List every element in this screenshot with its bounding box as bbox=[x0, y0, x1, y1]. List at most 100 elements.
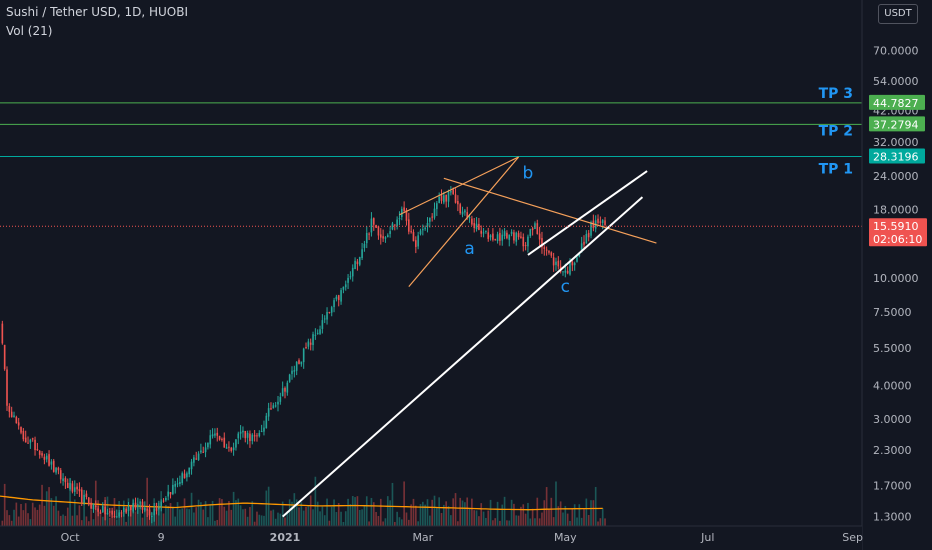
candle-body bbox=[104, 506, 106, 515]
volume-bar bbox=[590, 500, 592, 526]
candle-body bbox=[569, 261, 571, 275]
time-axis: Oct 9 2021 Mar May Jul Sep bbox=[0, 525, 863, 550]
candle-body bbox=[503, 231, 506, 237]
candle-body bbox=[132, 503, 134, 512]
volume-bar bbox=[305, 506, 307, 526]
chart-title: Sushi / Tether USD, 1D, HUOBI bbox=[6, 5, 188, 19]
volume-bar bbox=[386, 496, 389, 526]
current-price-tag-value: 15.5910 bbox=[873, 220, 919, 233]
price-tick-label: 1.7000 bbox=[873, 479, 912, 492]
volume-bar bbox=[181, 508, 184, 526]
volume-bar bbox=[314, 476, 317, 526]
volume-indicator-label[interactable]: Vol (21) bbox=[6, 24, 53, 38]
volume-bar bbox=[291, 501, 293, 526]
volume-bar bbox=[566, 513, 569, 526]
candle-body bbox=[55, 467, 57, 473]
candle-body bbox=[515, 232, 518, 242]
volume-bar bbox=[398, 517, 401, 526]
volume-bar bbox=[501, 504, 504, 526]
volume-bar bbox=[146, 477, 148, 526]
volume-bar bbox=[534, 518, 536, 526]
volume-bar bbox=[99, 511, 102, 526]
time-tick-label: 2021 bbox=[270, 531, 301, 544]
candle-body bbox=[108, 511, 111, 513]
level-price-tag-label: 37.2794 bbox=[873, 118, 919, 131]
candle-body bbox=[3, 344, 6, 370]
volume-bar bbox=[487, 510, 490, 526]
volume-bar bbox=[594, 486, 597, 526]
candle-body bbox=[76, 486, 78, 490]
volume-bar bbox=[214, 520, 216, 526]
volume-bar bbox=[309, 495, 312, 526]
candle-body bbox=[508, 234, 511, 240]
candle-body bbox=[492, 233, 494, 240]
candle-body bbox=[15, 417, 18, 424]
volume-bar bbox=[356, 496, 359, 526]
candle-body bbox=[73, 487, 76, 492]
candle-body bbox=[186, 473, 188, 478]
candle-body bbox=[10, 411, 13, 418]
candle-body bbox=[552, 257, 555, 266]
volume-bar bbox=[457, 521, 459, 526]
volume-bar bbox=[101, 516, 104, 526]
candle-body bbox=[253, 435, 256, 437]
volume-bar bbox=[569, 520, 571, 526]
candle-body bbox=[604, 220, 606, 226]
volume-bar bbox=[473, 510, 476, 526]
candle-body bbox=[573, 263, 576, 266]
candle-body bbox=[580, 243, 583, 253]
candle-body bbox=[443, 195, 445, 203]
candle-body bbox=[358, 256, 361, 265]
trendline-orange-channel bbox=[408, 156, 520, 288]
candle-body bbox=[510, 231, 513, 234]
volume-bar bbox=[370, 497, 373, 526]
candle-body bbox=[461, 211, 464, 215]
candle-body bbox=[351, 267, 354, 277]
volume-bar bbox=[555, 481, 557, 526]
volume-bar bbox=[251, 501, 254, 526]
currency-button[interactable]: USDT bbox=[878, 4, 918, 24]
volume-bar bbox=[429, 515, 431, 526]
horizontal-levels bbox=[0, 102, 862, 157]
candle-body bbox=[295, 361, 298, 371]
candle-body bbox=[29, 439, 32, 443]
volume-bar bbox=[232, 491, 235, 526]
candle-body bbox=[566, 270, 569, 274]
time-tick-label: Mar bbox=[412, 531, 433, 544]
volume-bar bbox=[461, 500, 464, 526]
candle-body bbox=[200, 450, 202, 453]
trendline-orange-resistance bbox=[443, 177, 657, 244]
candle-body bbox=[90, 502, 92, 509]
candle-body bbox=[260, 431, 263, 433]
volume-bar bbox=[571, 508, 574, 526]
volume-bar bbox=[531, 508, 534, 526]
candle-body bbox=[277, 401, 279, 405]
candle-body bbox=[43, 456, 46, 460]
volume-bar bbox=[482, 511, 485, 526]
candle-body bbox=[403, 207, 405, 212]
candle-body bbox=[583, 241, 585, 245]
volume-bar bbox=[41, 484, 43, 526]
volume-bar bbox=[550, 497, 553, 526]
candle-body bbox=[550, 252, 553, 256]
price-tick-label: 7.5000 bbox=[873, 306, 912, 319]
volume-bar bbox=[417, 521, 419, 526]
volume-bar bbox=[478, 516, 480, 526]
tp-label: TP 2 bbox=[819, 123, 853, 139]
candle-body bbox=[499, 232, 501, 241]
volume-bar bbox=[522, 504, 525, 526]
volume-bar bbox=[475, 510, 478, 526]
candle-body bbox=[87, 497, 90, 505]
candle-body bbox=[597, 218, 599, 223]
volume-bar bbox=[382, 521, 384, 526]
volume-bar bbox=[27, 513, 29, 526]
volume-bar bbox=[433, 495, 436, 526]
volume-bar bbox=[174, 516, 177, 526]
candle-body bbox=[160, 501, 163, 507]
candle-body bbox=[422, 229, 424, 231]
volume-bar bbox=[471, 498, 473, 526]
candle-body bbox=[137, 504, 139, 508]
tp-label: TP 1 bbox=[819, 161, 853, 177]
volume-bar bbox=[580, 517, 583, 526]
